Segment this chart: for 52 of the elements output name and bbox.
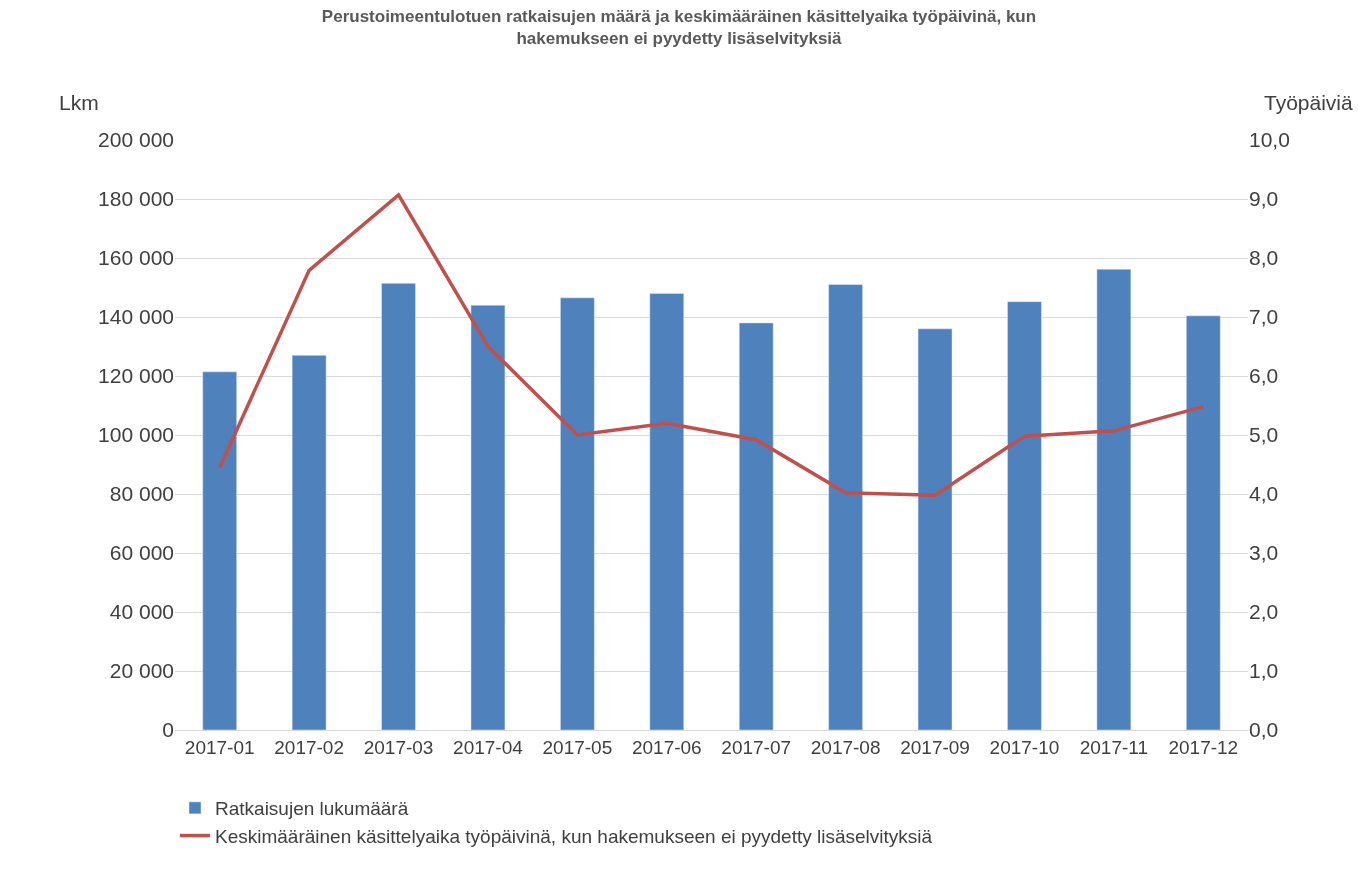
y-tick-label: 100 000 xyxy=(98,423,174,447)
bar xyxy=(828,284,863,730)
x-tick-label: 2017-10 xyxy=(989,736,1060,758)
y2-tick-label: 5,0 xyxy=(1249,423,1279,447)
y-tick-label: 140 000 xyxy=(98,305,174,329)
bar xyxy=(738,322,774,730)
x-tick-label: 2017-09 xyxy=(900,736,970,758)
legend-label: Ratkaisujen lukumäärä xyxy=(215,798,409,820)
x-tick-label: 2017-11 xyxy=(1079,736,1149,758)
bar xyxy=(917,328,953,730)
chart-title: Perustoimeentulotuen ratkaisujen määrä ja keskimääräinen käsittelyaika työpäivinä, kun hakemukseen ei pyydetty lisäselvityksiä xyxy=(321,7,1037,49)
y2-tick-label: 4,0 xyxy=(1249,482,1279,506)
y2-tick-label: 6,0 xyxy=(1249,364,1279,388)
y2-tick-label: 7,0 xyxy=(1249,305,1279,329)
line-series xyxy=(217,193,1206,497)
y-tick-label: 20 000 xyxy=(109,659,174,683)
bar xyxy=(560,297,595,730)
y2-tick-label: 8,0 xyxy=(1249,246,1279,270)
bar xyxy=(291,355,327,730)
bar xyxy=(470,304,506,730)
bar xyxy=(381,283,416,730)
y2-tick-label: 0,0 xyxy=(1249,718,1279,742)
y-tick-label: 80 000 xyxy=(109,482,174,506)
x-tick-label: 2017-01 xyxy=(184,736,255,758)
y-axis-title: Lkm xyxy=(59,91,99,114)
x-tick-label: 2017-03 xyxy=(363,736,434,758)
bar xyxy=(1096,268,1132,730)
y2-tick-label: 1,0 xyxy=(1249,659,1279,683)
x-tick-label: 2017-12 xyxy=(1168,736,1239,758)
y-tick-label: 40 000 xyxy=(109,600,174,624)
y2-axis-title: Työpäiviä xyxy=(1264,91,1354,114)
y2-tick-label: 9,0 xyxy=(1249,187,1279,211)
x-tick-label: 2017-04 xyxy=(453,736,524,758)
x-tick-label: 2017-05 xyxy=(542,736,613,758)
y-tick-label: 120 000 xyxy=(98,364,174,388)
y-tick-label: 200 000 xyxy=(98,128,174,152)
x-tick-label: 2017-02 xyxy=(274,736,344,758)
y-tick-label: 160 000 xyxy=(98,246,174,270)
x-tick-label: 2017-08 xyxy=(810,736,881,758)
y-tick-label: 60 000 xyxy=(109,541,174,565)
y-tick-label: 0 xyxy=(162,718,174,742)
legend-label: Keskimääräinen käsittelyaika työpäivinä, kun hakemukseen ei pyydetty lisäselvityksiä xyxy=(215,825,933,847)
bar xyxy=(1186,315,1221,730)
x-tick-label: 2017-07 xyxy=(721,736,792,758)
bar xyxy=(1007,301,1042,730)
y-tick-label: 180 000 xyxy=(98,187,174,211)
y2-tick-label: 10,0 xyxy=(1249,128,1290,152)
x-tick-label: 2017-06 xyxy=(631,736,702,758)
bar xyxy=(202,371,237,730)
bar xyxy=(649,293,685,730)
y2-tick-label: 2,0 xyxy=(1249,600,1279,624)
y2-tick-label: 3,0 xyxy=(1249,541,1279,565)
